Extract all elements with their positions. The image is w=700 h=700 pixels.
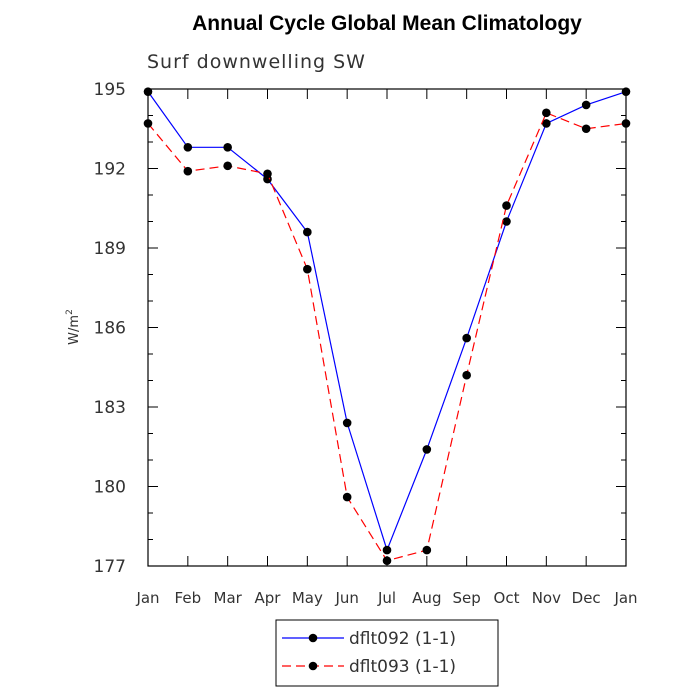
x-tick-label: Feb <box>175 589 202 607</box>
x-tick-label: May <box>292 589 323 607</box>
data-point <box>303 264 312 274</box>
data-point <box>303 227 312 237</box>
data-point <box>542 119 551 128</box>
legend: dflt092 (1-1) dflt093 (1-1) <box>275 619 499 687</box>
series-line-0 <box>147 91 627 552</box>
chart-title: Annual Cycle Global Mean Climatology <box>192 12 582 35</box>
x-tick-label: Jan <box>613 589 637 607</box>
y-tick-label: 183 <box>94 398 126 418</box>
data-point <box>183 166 193 176</box>
y-tick-label: 192 <box>94 160 126 180</box>
y-tick-label: 186 <box>94 319 126 339</box>
legend-box <box>275 619 499 687</box>
data-point <box>382 545 392 555</box>
series-line-1 <box>147 112 627 562</box>
y-tick-label: 195 <box>94 80 126 100</box>
y-axis-label: W/m2 <box>65 309 82 345</box>
y-axis-label-text: W/m <box>67 315 82 345</box>
y-axis-label-superscript: 2 <box>65 309 75 315</box>
x-tick-label: Dec <box>572 589 601 607</box>
legend-label: dflt092 (1-1) <box>349 629 456 649</box>
legend-marker <box>308 661 318 671</box>
x-tick-label: Jan <box>135 589 159 607</box>
x-tick-label: Sep <box>453 589 481 607</box>
y-tick-label: 177 <box>94 557 126 577</box>
plot-frame <box>147 88 627 567</box>
x-tick-label: Nov <box>532 589 561 607</box>
data-point <box>342 492 352 502</box>
x-tick-label: Jul <box>377 589 396 607</box>
data-point <box>263 169 272 179</box>
data-point <box>143 119 153 128</box>
y-tick-label: 189 <box>94 239 126 259</box>
data-point <box>502 217 511 226</box>
data-point <box>422 545 432 555</box>
legend-marker <box>308 633 318 643</box>
data-point <box>462 333 471 343</box>
chart-subtitle: Surf downwelling SW <box>147 51 366 73</box>
data-point <box>542 108 551 118</box>
data-point <box>183 143 193 152</box>
x-tick-label: Mar <box>214 589 243 607</box>
y-axis: 177 180 183 186 189 192 195 <box>94 80 626 577</box>
data-point <box>581 124 591 134</box>
data-point <box>462 370 471 380</box>
data-point <box>621 87 631 96</box>
legend-label: dflt093 (1-1) <box>349 657 456 677</box>
x-tick-label: Oct <box>494 589 520 607</box>
data-point <box>223 161 232 171</box>
data-point <box>342 418 352 428</box>
x-tick-label: Aug <box>412 589 441 607</box>
x-axis: Jan Feb Mar Apr May Jun Jul Aug Sep Oct Nov Dec Jan <box>135 89 638 607</box>
plot-area <box>143 87 631 565</box>
data-point <box>621 119 631 128</box>
data-point <box>502 201 511 210</box>
data-point <box>382 556 392 565</box>
data-point <box>223 143 232 152</box>
data-point <box>422 445 432 454</box>
data-point <box>581 100 591 110</box>
x-tick-label: Jun <box>334 589 358 607</box>
x-tick-label: Apr <box>255 589 282 607</box>
data-point <box>143 87 153 96</box>
y-tick-label: 180 <box>94 478 126 498</box>
